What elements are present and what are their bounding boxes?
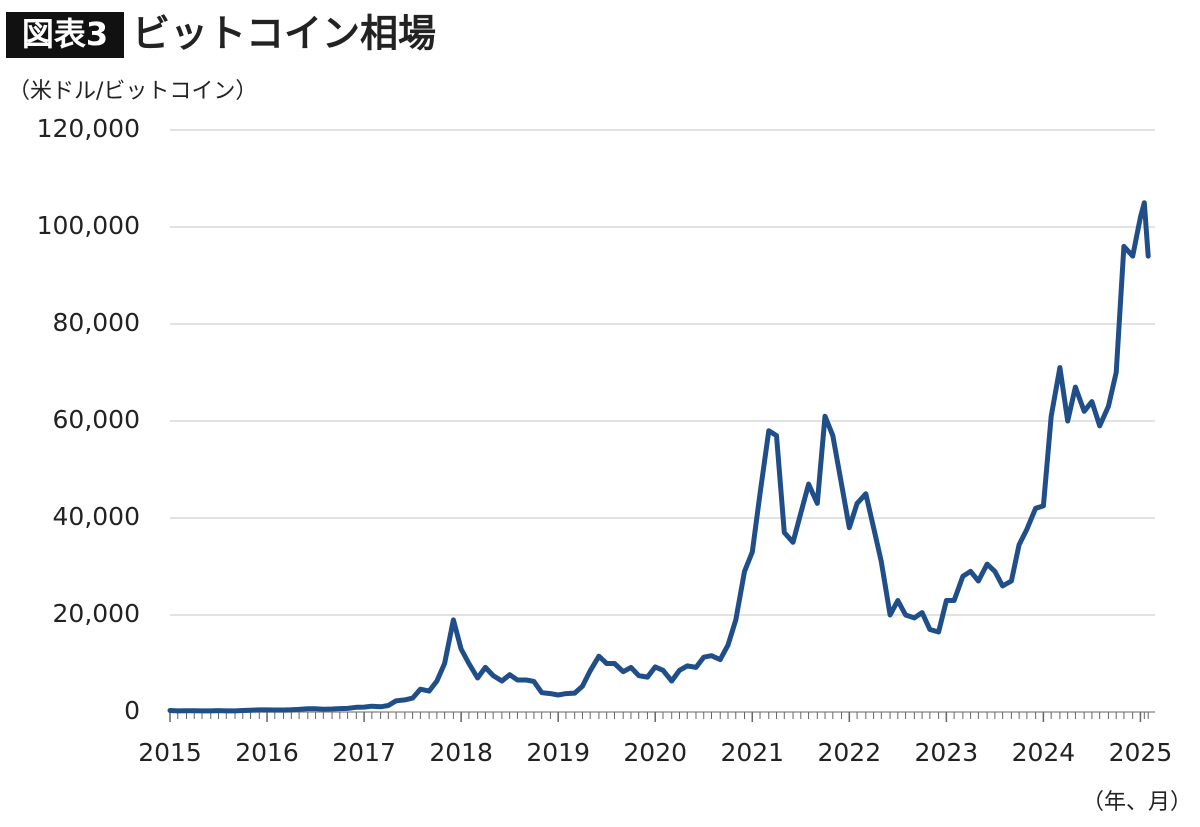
y-tick-label: 40,000 — [53, 502, 140, 531]
title-badge: 図表3 — [22, 15, 108, 53]
y-tick-label: 100,000 — [37, 211, 140, 240]
x-tick-label: 2015 — [138, 738, 202, 767]
y-tick-label: 20,000 — [53, 599, 140, 628]
chart-title: ビットコイン相場 — [132, 12, 436, 56]
x-tick-label: 2019 — [526, 738, 590, 767]
x-tick-label: 2020 — [623, 738, 687, 767]
x-axis-label: （年、月） — [1082, 790, 1192, 815]
y-axis-label: （米ドル/ビットコイン） — [8, 79, 257, 104]
price-line — [167, 200, 1151, 714]
y-tick-label: 120,000 — [37, 114, 140, 143]
title-badge-box — [6, 12, 124, 58]
x-tick-label: 2018 — [429, 738, 493, 767]
x-tick-label: 2017 — [332, 738, 396, 767]
x-tick-label: 2023 — [915, 738, 979, 767]
y-tick-label: 80,000 — [53, 308, 140, 337]
x-tick-label: 2024 — [1012, 738, 1076, 767]
x-tick-label: 2025 — [1109, 738, 1173, 767]
y-tick-label: 60,000 — [53, 405, 140, 434]
x-tick-label: 2016 — [235, 738, 299, 767]
y-tick-label: 0 — [124, 696, 140, 725]
x-tick-label: 2022 — [817, 738, 881, 767]
x-tick-label: 2021 — [720, 738, 784, 767]
